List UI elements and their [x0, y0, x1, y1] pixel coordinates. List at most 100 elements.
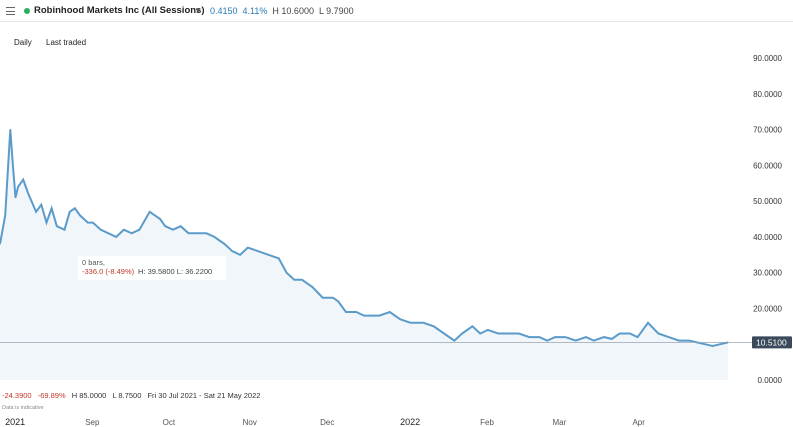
- interval-selector[interactable]: Daily: [14, 38, 32, 47]
- price-point: [69, 211, 71, 213]
- period-high: H 85.0000: [71, 391, 107, 400]
- price-point: [337, 300, 339, 302]
- price-point: [575, 340, 577, 342]
- instrument-header: Robinhood Markets Inc (All Sessions) ▼ 0…: [0, 0, 793, 22]
- price-point: [63, 229, 66, 231]
- price-point: [363, 315, 365, 317]
- price-point: [138, 229, 140, 231]
- caret-down-icon[interactable]: ▼: [194, 6, 202, 15]
- price-point: [443, 332, 445, 335]
- price-point: [17, 186, 19, 188]
- price-point: [528, 336, 530, 338]
- price-point: [79, 214, 81, 216]
- price-point: [154, 214, 156, 216]
- price-point: [585, 336, 587, 338]
- price-point: [657, 332, 659, 335]
- price-point: [409, 322, 412, 324]
- price-point: [293, 279, 295, 281]
- price-point: [389, 311, 391, 313]
- period-change-percent: -69.89%: [37, 391, 66, 400]
- price-point: [371, 315, 373, 317]
- price-point: [87, 222, 89, 224]
- price-point: [518, 332, 520, 335]
- x-tick-label: Feb: [480, 418, 494, 427]
- session-high: H 10.6000: [272, 6, 314, 16]
- price-point: [205, 232, 208, 234]
- price-point: [107, 232, 109, 234]
- price-point: [9, 129, 11, 131]
- price-point: [487, 329, 489, 331]
- x-tick-label: Sep: [85, 418, 100, 427]
- price-point: [239, 254, 241, 256]
- price-point: [332, 297, 334, 299]
- price-point: [12, 164, 14, 166]
- price-point: [668, 336, 670, 338]
- price-point: [257, 250, 259, 252]
- price-point: [564, 336, 567, 338]
- price-point: [704, 343, 706, 345]
- x-tick-label: Mar: [552, 418, 566, 427]
- price-point: [172, 229, 174, 231]
- price-point: [508, 332, 510, 335]
- price-point: [471, 325, 473, 327]
- price-point: [0, 243, 1, 245]
- quote-summary: 0.4150 4.11% H 10.6000 L 9.7900: [210, 0, 354, 22]
- price-change-percent: 4.11%: [242, 6, 268, 16]
- period-change: -24.3900: [2, 391, 32, 400]
- price-point: [433, 325, 435, 327]
- y-tick-label: 80.0000: [753, 90, 782, 99]
- x-tick-label: Apr: [632, 418, 645, 427]
- price-point: [115, 236, 117, 238]
- price-point: [546, 340, 548, 342]
- price-point: [40, 204, 42, 206]
- y-tick-label: 20.0000: [753, 304, 782, 313]
- x-tick-label: 2022: [400, 417, 420, 427]
- price-point: [224, 243, 226, 245]
- price-point: [149, 211, 151, 213]
- price-change: 0.4150: [210, 6, 238, 16]
- price-point: [637, 336, 639, 338]
- price-point: [554, 336, 556, 338]
- tooltip-range: H: 39.5800 L: 36.2200: [138, 267, 212, 276]
- price-point: [422, 322, 424, 324]
- price-point: [611, 338, 613, 340]
- price-point: [195, 232, 197, 234]
- tooltip-bars: 0 bars,: [82, 258, 105, 267]
- price-point: [322, 297, 324, 299]
- price-point: [56, 225, 58, 227]
- price-point: [267, 254, 270, 256]
- price-point: [719, 343, 721, 345]
- hamburger-menu-icon[interactable]: [6, 7, 15, 15]
- price-point: [100, 229, 102, 231]
- x-tick-label: Oct: [163, 418, 176, 427]
- price-point: [603, 336, 605, 338]
- market-status-dot-icon: [24, 8, 30, 14]
- period-range: Fri 30 Jul 2021 - Sat 21 May 2022: [147, 391, 261, 400]
- y-tick-label: 90.0000: [753, 54, 782, 63]
- price-point: [123, 229, 125, 231]
- price-type-selector[interactable]: Last traded: [46, 38, 87, 47]
- price-point: [453, 340, 455, 342]
- instrument-name[interactable]: Robinhood Markets Inc (All Sessions): [34, 5, 205, 16]
- y-tick-label: 30.0000: [753, 269, 782, 278]
- y-tick-label: 0.0000: [758, 376, 783, 385]
- price-point: [22, 179, 24, 181]
- price-point: [538, 336, 541, 338]
- price-point: [27, 193, 29, 195]
- price-point: [159, 218, 161, 220]
- price-point: [345, 311, 347, 313]
- period-low: L 8.7500: [112, 391, 142, 400]
- price-point: [497, 332, 499, 335]
- x-tick-label: 2021: [5, 417, 25, 427]
- price-point: [311, 286, 313, 288]
- price-point: [187, 232, 190, 234]
- price-point: [479, 332, 481, 335]
- y-tick-label: 60.0000: [753, 161, 782, 170]
- price-point: [92, 222, 94, 224]
- data-disclaimer: Data is indicative: [2, 405, 44, 411]
- price-point: [688, 340, 690, 342]
- price-point: [74, 207, 76, 209]
- current-price-badge: [752, 336, 792, 349]
- price-point: [461, 332, 463, 335]
